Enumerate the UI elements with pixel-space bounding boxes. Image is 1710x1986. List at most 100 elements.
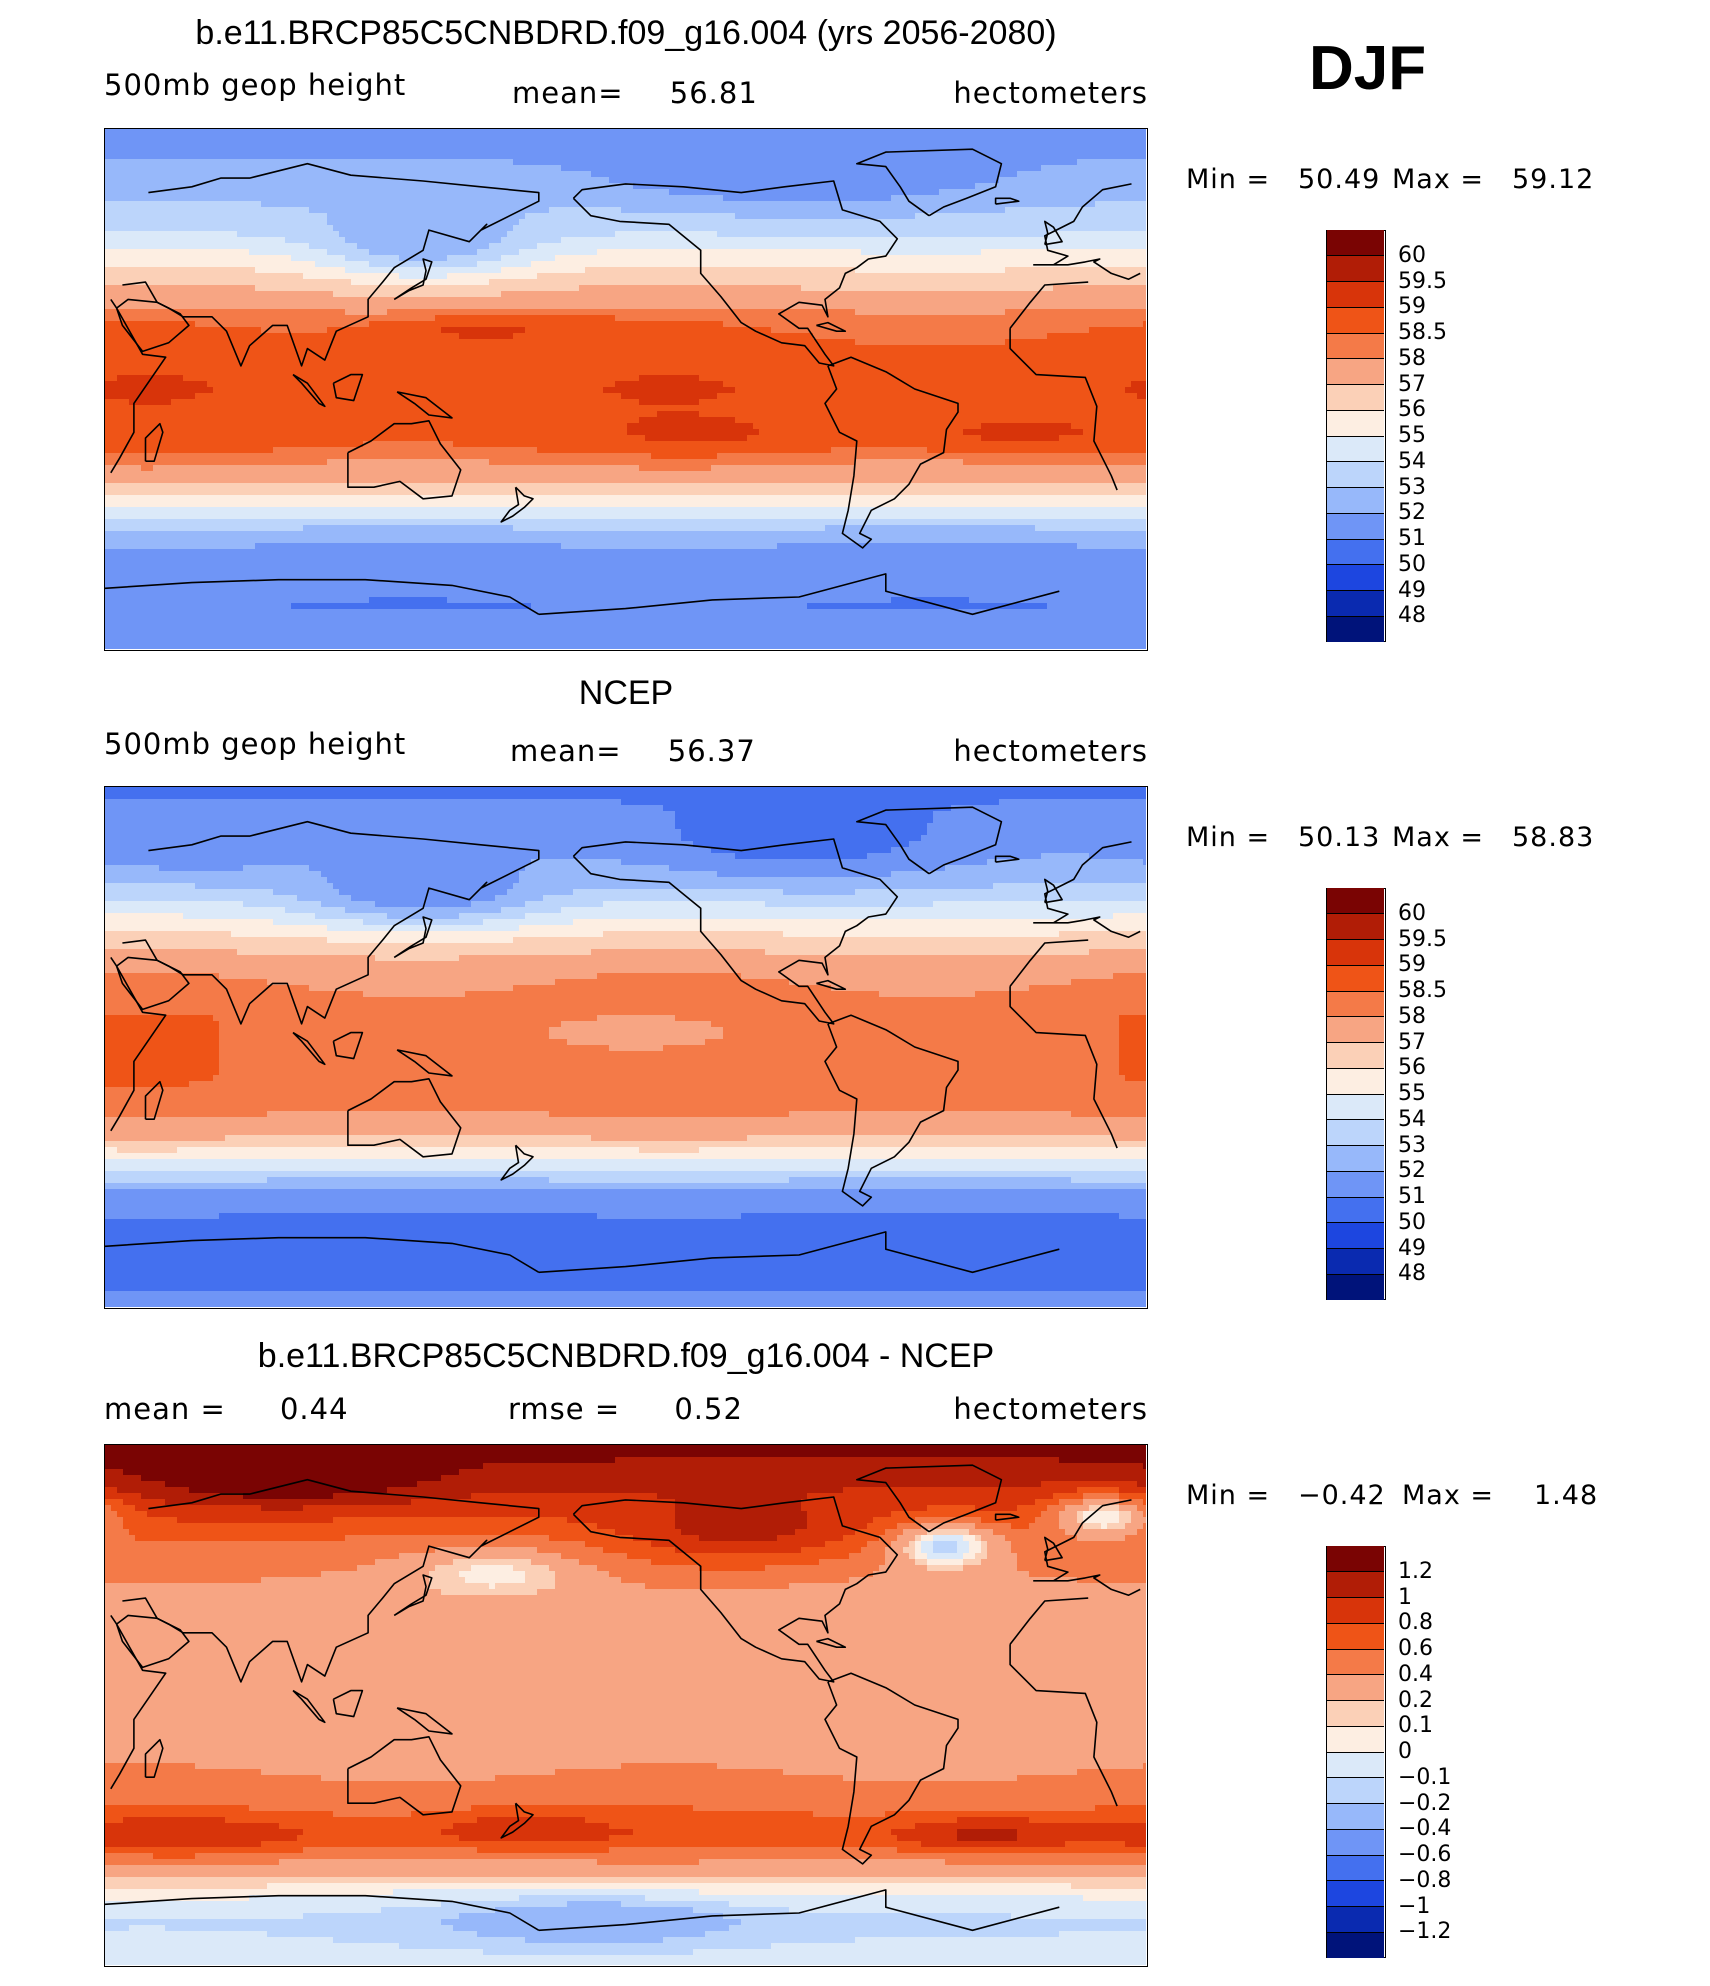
coastline-0	[110, 939, 1118, 1149]
colorbar-tick-label: 54	[1398, 449, 1426, 474]
panel-2-map-svg	[105, 787, 1146, 1307]
panel-1-max-value: 59.12	[1512, 164, 1594, 195]
colorbar-tick-label: 58	[1398, 346, 1426, 371]
panel-1-mean-value: 56.81	[670, 76, 758, 110]
colorbar-swatch	[1327, 1042, 1384, 1069]
colorbar-swatch	[1327, 1777, 1384, 1804]
colorbar-swatch	[1327, 306, 1384, 333]
panel-3-rmse-value: 0.52	[674, 1392, 743, 1426]
coastline-7	[105, 573, 1060, 616]
coastline-4	[572, 180, 899, 367]
coastline-13	[500, 486, 534, 523]
coastline-15	[994, 855, 1020, 863]
panel-3-title: b.e11.BRCP85C5CNBDRD.f09_g16.004 - NCEP	[104, 1337, 1148, 1376]
panel-2-max-value: 58.83	[1512, 822, 1594, 853]
colorbar-tick-label: 57	[1398, 1030, 1426, 1055]
coastline-13	[500, 1144, 534, 1181]
coastline-8	[144, 1738, 164, 1778]
colorbar-swatch	[1327, 1828, 1384, 1855]
colorbar-swatch	[1327, 1648, 1384, 1675]
colorbar-tick-label: −1	[1398, 1894, 1430, 1919]
colorbar-tick-label: 49	[1398, 578, 1426, 603]
coastline-0	[110, 281, 1118, 491]
panel-1-min-label: Min =	[1186, 164, 1270, 195]
colorbar-tick-label: 57	[1398, 372, 1426, 397]
colorbar-tick-label: 58.5	[1398, 320, 1447, 345]
coastline-3	[347, 1078, 462, 1158]
colorbar-swatch	[1327, 435, 1384, 462]
colorbar-tick-label: 52	[1398, 1158, 1426, 1183]
coastline-5	[856, 806, 1003, 875]
panel-2-mean-text: mean=	[510, 734, 622, 768]
panel-3-map-svg	[105, 1445, 1146, 1965]
colorbar-tick-label: 0	[1398, 1739, 1412, 1764]
colorbar-swatch	[1327, 538, 1384, 565]
coastline-0	[110, 1597, 1118, 1807]
colorbar-tick-label: 1.2	[1398, 1559, 1433, 1584]
colorbar-tick-label: 49	[1398, 1236, 1426, 1261]
colorbar-swatch	[1327, 1700, 1384, 1727]
coastline-8	[144, 422, 164, 462]
coastline-5	[856, 1464, 1003, 1533]
season-label: DJF	[1309, 33, 1426, 104]
panel-2-min-value: 50.13	[1298, 822, 1380, 853]
colorbar-tick-label: 0.4	[1398, 1662, 1433, 1687]
colorbar-swatch	[1327, 1854, 1384, 1881]
coastline-12	[396, 1049, 453, 1077]
coastline-6	[824, 1014, 959, 1207]
colorbar-swatch	[1327, 564, 1384, 591]
colorbar-swatch	[1327, 964, 1384, 991]
coastline-10	[332, 373, 364, 402]
coastline-3	[347, 1736, 462, 1816]
colorbar-tick-label: 0.6	[1398, 1636, 1433, 1661]
colorbar-swatch	[1327, 1751, 1384, 1778]
coastline-12	[396, 391, 453, 419]
colorbar-frame	[1326, 887, 1386, 1300]
coastline-14	[1044, 1536, 1063, 1562]
coastlines	[105, 148, 1141, 616]
colorbar-frame	[1326, 1545, 1386, 1958]
colorbar-swatch	[1327, 1571, 1384, 1598]
coastline-9	[393, 1574, 433, 1617]
panel-1-mean-text: mean=	[512, 76, 624, 110]
colorbar-tick-label: −0.6	[1398, 1842, 1451, 1867]
coastline-6	[824, 356, 959, 549]
coastline-1	[122, 1478, 1141, 1683]
panel-2-colorbar: 60 59.5 59 58.5 58 57 56 55 54 53 52 51 50 49 48	[1326, 887, 1486, 1300]
colorbar-tick-label: −0.4	[1398, 1816, 1451, 1841]
coastline-14	[1044, 878, 1063, 904]
panel-3-max-label: Max =	[1402, 1480, 1494, 1511]
colorbar-tick-label: 0.2	[1398, 1688, 1433, 1713]
colorbar-swatch	[1327, 384, 1384, 411]
panel-2-mean-label: mean= 56.37	[510, 734, 756, 768]
colorbar-tick-label: 1	[1398, 1585, 1412, 1610]
coastline-15	[994, 1513, 1020, 1521]
panel-1-colorbar: 60 59.5 59 58.5 58 57 56 55 54 53 52 51 50 49 48	[1326, 229, 1486, 642]
panel-1-title: b.e11.BRCP85C5CNBDRD.f09_g16.004 (yrs 20…	[104, 14, 1148, 53]
coastline-10	[332, 1689, 364, 1718]
panel-3-rmse-label: rmse = 0.52	[508, 1392, 743, 1426]
colorbar-swatch	[1327, 1803, 1384, 1830]
colorbar-tick-label: 56	[1398, 1055, 1426, 1080]
colorbar-tick-label: 51	[1398, 526, 1426, 551]
colorbar-swatch	[1327, 1222, 1384, 1249]
colorbar-swatch	[1327, 487, 1384, 514]
panel-3-rmse-text: rmse =	[508, 1392, 620, 1426]
colorbar-tick-label: −1.2	[1398, 1919, 1451, 1944]
colorbar-swatch	[1327, 1545, 1384, 1572]
colorbar-tick-label: 0.8	[1398, 1610, 1433, 1635]
coastline-14	[1044, 220, 1063, 246]
coastline-6	[824, 1672, 959, 1865]
coastline-15	[994, 197, 1020, 205]
panel-3-minmax: Min = −0.42 Max = 1.48	[1186, 1480, 1606, 1516]
colorbar-swatch	[1327, 1622, 1384, 1649]
panel-1-variable-label: 500mb geop height	[104, 68, 406, 102]
colorbar-swatch	[1327, 1119, 1384, 1146]
coastline-11	[292, 373, 326, 408]
colorbar-swatch	[1327, 1093, 1384, 1120]
colorbar-swatch	[1327, 1145, 1384, 1172]
panel-2-mean-value: 56.37	[668, 734, 756, 768]
panel-3-mean-value: 0.44	[280, 1392, 349, 1426]
panel-3-max-value: 1.48	[1534, 1480, 1598, 1511]
coastline-16	[816, 321, 847, 332]
